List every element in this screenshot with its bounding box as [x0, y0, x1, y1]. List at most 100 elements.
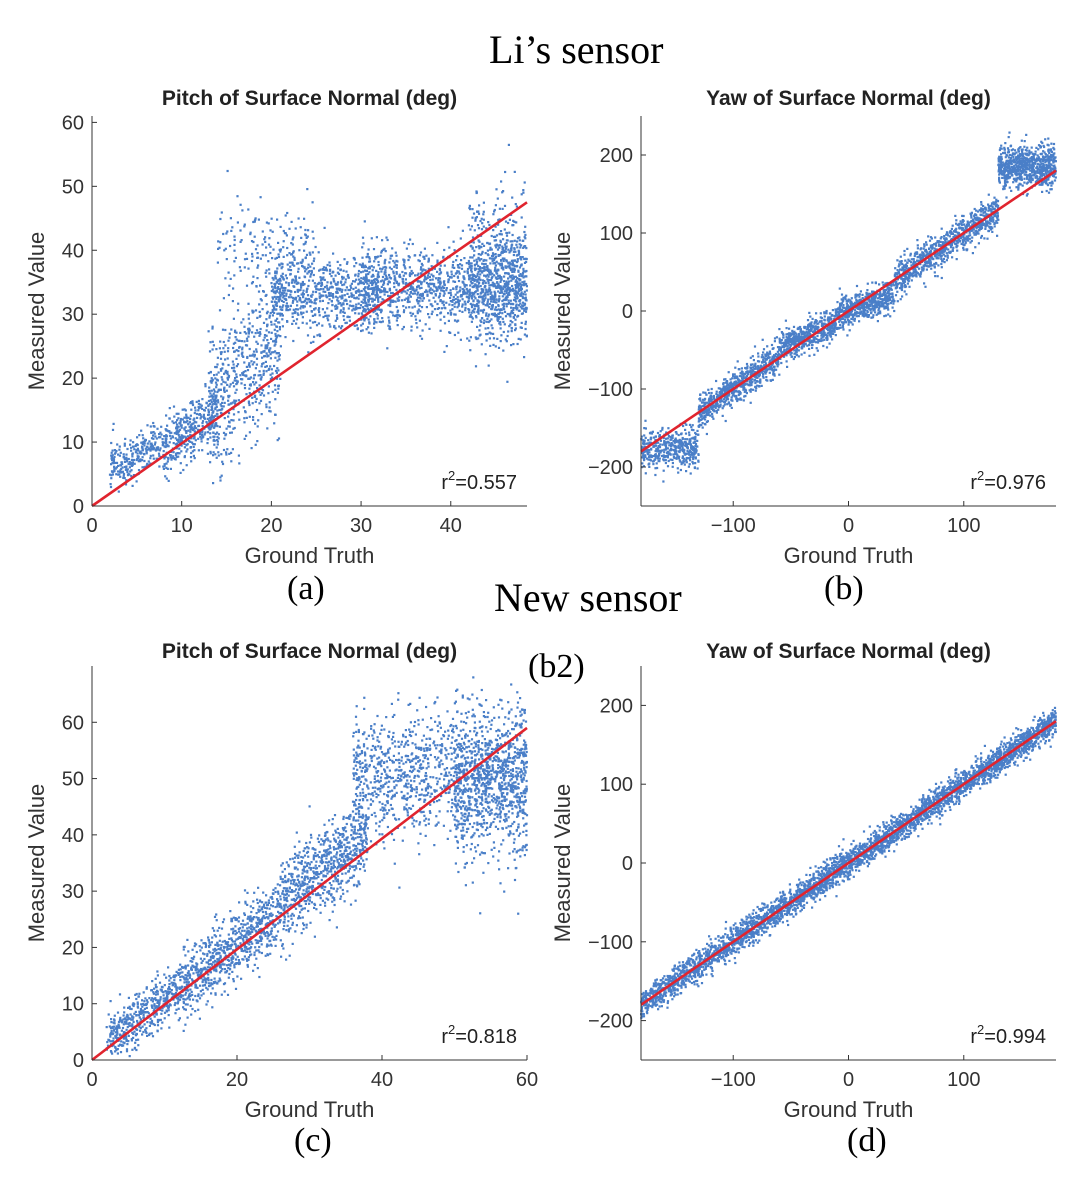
- scatter-point: [208, 390, 211, 393]
- scatter-point: [314, 320, 317, 324]
- scatter-point: [206, 438, 209, 441]
- scatter-point: [499, 262, 502, 265]
- scatter-point: [326, 287, 329, 290]
- scatter-point: [413, 289, 416, 293]
- scatter-point: [512, 315, 515, 319]
- scatter-point: [427, 283, 430, 286]
- scatter-point: [216, 356, 219, 359]
- scatter-point: [222, 347, 225, 350]
- scatter-point: [281, 272, 284, 275]
- scatter-point: [193, 426, 196, 429]
- scatter-point: [150, 442, 153, 445]
- scatter-point: [204, 431, 207, 434]
- scatter-point: [286, 254, 289, 257]
- scatter-point: [653, 458, 656, 461]
- scatter-point: [247, 332, 250, 335]
- scatter-point: [237, 399, 240, 402]
- scatter-point: [516, 237, 520, 240]
- scatter-point: [685, 442, 688, 445]
- scatter-point: [219, 340, 222, 343]
- group-title-li-sensor: Li’s sensor: [489, 27, 664, 72]
- scatter-point: [505, 305, 508, 308]
- scatter-point: [696, 429, 699, 432]
- scatter-point: [228, 452, 231, 455]
- scatter-point: [346, 292, 349, 295]
- scatter-point: [460, 259, 463, 262]
- scatter-point: [476, 272, 479, 275]
- scatter-point: [486, 317, 489, 320]
- scatter-point: [690, 428, 694, 431]
- scatter-point: [762, 358, 765, 361]
- scatter-point: [665, 442, 668, 445]
- scatter-point: [470, 225, 473, 228]
- scatter-point: [494, 253, 497, 256]
- scatter-point: [671, 458, 674, 461]
- scatter-point: [288, 289, 291, 292]
- scatter-point: [473, 267, 476, 270]
- scatter-point: [643, 427, 646, 430]
- scatter-point: [206, 422, 209, 425]
- scatter-point: [363, 293, 366, 296]
- scatter-point: [484, 293, 487, 296]
- scatter-point: [472, 300, 475, 303]
- scatter-point: [239, 374, 242, 377]
- scatter-point: [365, 316, 368, 319]
- scatter-point: [215, 383, 218, 386]
- scatter-point: [354, 297, 357, 300]
- scatter-point: [381, 275, 385, 279]
- scatter-point: [646, 451, 649, 454]
- scatter-point: [388, 289, 392, 292]
- scatter-point: [748, 389, 751, 392]
- scatter-point: [688, 423, 692, 426]
- scatter-point: [160, 433, 163, 436]
- scatter-point: [295, 322, 298, 325]
- scatter-point: [348, 304, 351, 307]
- scatter-point: [233, 249, 236, 252]
- scatter-point: [367, 307, 370, 310]
- scatter-point: [226, 357, 229, 360]
- scatter-point: [271, 310, 274, 314]
- scatter-point: [742, 374, 745, 378]
- scatter-point: [490, 291, 493, 294]
- scatter-point: [309, 294, 313, 297]
- scatter-point: [343, 294, 346, 297]
- scatter-point: [293, 256, 296, 259]
- scatter-point: [376, 294, 379, 297]
- scatter-point: [515, 307, 518, 310]
- scatter-point: [678, 446, 682, 449]
- scatter-point: [280, 299, 283, 302]
- scatter-point: [456, 291, 459, 294]
- y-tick-label: 50: [62, 176, 84, 198]
- scatter-point: [274, 332, 277, 336]
- scatter-point: [488, 257, 491, 260]
- scatter-point: [235, 399, 238, 402]
- scatter-point: [253, 361, 256, 364]
- scatter-point: [474, 336, 477, 339]
- scatter-point: [270, 282, 273, 285]
- scatter-point: [442, 294, 445, 297]
- scatter-point: [679, 468, 682, 472]
- scatter-point: [487, 275, 490, 278]
- scatter-point: [342, 308, 345, 311]
- scatter-point: [225, 453, 228, 456]
- scatter-point: [391, 291, 394, 295]
- scatter-point: [282, 294, 285, 297]
- scatter-point: [524, 283, 527, 286]
- scatter-point: [254, 248, 258, 251]
- scatter-point: [222, 363, 225, 366]
- scatter-point: [491, 259, 494, 263]
- scatter-point: [285, 281, 288, 284]
- scatter-point: [311, 279, 314, 282]
- scatter-point: [488, 331, 491, 334]
- scatter-point: [447, 291, 450, 295]
- scatter-point: [393, 278, 396, 281]
- scatter-point: [443, 248, 446, 252]
- scatter-point: [205, 420, 208, 424]
- scatter-point: [495, 243, 498, 246]
- scatter-point: [112, 459, 115, 462]
- scatter-point: [725, 385, 728, 388]
- scatter-point: [119, 475, 122, 478]
- scatter-point: [321, 268, 324, 271]
- scatter-point: [506, 293, 510, 296]
- scatter-point: [265, 370, 268, 373]
